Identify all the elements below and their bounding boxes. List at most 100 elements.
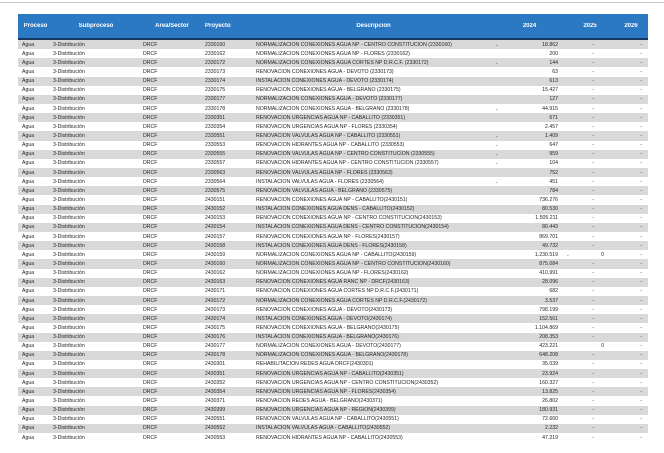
cell-proceso: Agua [22, 279, 35, 286]
cell-subproceso: 3-Distribución [53, 297, 85, 304]
cell-descripcion: NORMALIZACION CONEXIONES AGUA NP - CABAL… [256, 251, 417, 258]
cell-area-sector: DRCF [143, 361, 158, 368]
cell-descripcion: NORMALIZACION CONEXIONES AGUA - BELGRANO… [256, 352, 408, 359]
cell-proyecto: 2430351 [205, 370, 226, 377]
table-row: Agua 3-Distribución DRCF 2330173 RENOVAC… [18, 67, 648, 77]
cell-descripcion: INSTALACION CONEXIONES AGUA - DEVOTO(243… [256, 315, 392, 322]
cell-2026-value: - [640, 59, 642, 66]
cell-descripcion: RENOVACION VALVULAS AGUA NP - CABALLITO … [256, 132, 401, 139]
cell-2024-value: - 647 [493, 142, 566, 148]
projects-budget-table: Proceso Subproceso Área/Sector Proyecto … [18, 14, 648, 443]
cell-2024-value: - 1.409 [493, 133, 566, 139]
cell-2024-value: - 144 [493, 60, 566, 66]
table-row: Agua 3-Distribución DRCF 2430178 NORMALI… [18, 350, 648, 360]
cell-subproceso: 3-Distribución [53, 50, 85, 57]
table-row: Agua 3-Distribución DRCF 2330175 RENOVAC… [18, 85, 648, 95]
cell-descripcion: NORMALIZACION CONEXIONES AGUA CORTES NP … [256, 297, 428, 304]
cell-proceso: Agua [22, 114, 35, 121]
cell-2024-value: - 104 [493, 160, 566, 166]
cell-proceso: Agua [22, 407, 35, 414]
cell-2024-value: 180.931 [539, 407, 558, 414]
cell-descripcion: RENOVACION REDES AGUA - BELGRANO(2430371… [256, 398, 383, 405]
cell-2026-value: - [640, 352, 642, 359]
cell-2025-value: - [592, 224, 594, 231]
cell-2024-value: 671 [549, 114, 558, 121]
cell-2026-value: - [640, 434, 642, 441]
cell-2025-value: - [592, 306, 594, 313]
cell-proceso: Agua [22, 324, 35, 331]
cell-area-sector: DRCF [143, 398, 158, 405]
cell-proyecto: 2430352 [205, 379, 226, 386]
cell-2024-value: 875.084 [539, 260, 558, 267]
cell-2026-value: - [640, 388, 642, 395]
cell-2024-value: 80.443 [542, 224, 558, 231]
cell-descripcion: INSTALACION CONEXIONES AGUA - BELGRANO(2… [256, 334, 399, 341]
cell-proceso: Agua [22, 68, 35, 75]
cell-subproceso: 3-Distribución [53, 398, 85, 405]
cell-area-sector: DRCF [143, 434, 158, 441]
cell-2024-value: 23.924 [542, 370, 558, 377]
column-header-subproceso: Subproceso [78, 23, 114, 29]
cell-subproceso: 3-Distribución [53, 407, 85, 414]
cell-subproceso: 3-Distribución [53, 279, 85, 286]
column-header-area-sector: Área/Sector [155, 23, 189, 29]
cell-descripcion: RENOVACION URGENCIAS AGUA NP - CABALLITO… [256, 370, 404, 377]
cell-area-sector: DRCF [143, 224, 158, 231]
cell-proceso: Agua [22, 142, 35, 149]
cell-2024-value: - 18.862 [493, 42, 566, 48]
cell-2025-value: - [592, 260, 594, 267]
cell-2024-value: 72.660 [542, 416, 558, 423]
cell-proceso: Agua [22, 361, 35, 368]
cell-descripcion: RENOVACION CONEXIONES AGUA - DEVOTO(2430… [256, 306, 393, 313]
cell-proyecto: 2430178 [205, 352, 226, 359]
cell-2025-value: - [592, 50, 594, 57]
cell-proceso: Agua [22, 343, 35, 350]
cell-subproceso: 3-Distribución [53, 388, 85, 395]
cell-2026-value: - [640, 68, 642, 75]
negative-sign-2024: - [496, 42, 498, 48]
cell-2026-value: - [640, 416, 642, 423]
cell-2026-value: - [640, 279, 642, 286]
column-header-2024: 2024 [522, 23, 537, 29]
cell-2025-value: - [592, 334, 594, 341]
cell-2025-value: - [592, 78, 594, 85]
cell-2025-value: - [592, 315, 594, 322]
cell-2026-value: - [640, 343, 642, 350]
cell-2026-value: - [640, 41, 642, 48]
cell-proceso: Agua [22, 224, 35, 231]
cell-2026-value: - [640, 132, 642, 139]
cell-2024-value: 160.327 [539, 379, 558, 386]
cell-2025-value: - [592, 398, 594, 405]
cell-2026-value: - [640, 379, 642, 386]
cell-proyecto: 2430551 [205, 416, 226, 423]
cell-subproceso: 3-Distribución [53, 315, 85, 322]
cell-area-sector: DRCF [143, 242, 158, 249]
cell-2026-value: - [640, 334, 642, 341]
cell-2024-value: 49.732 [542, 242, 558, 249]
cell-subproceso: 3-Distribución [53, 260, 85, 267]
column-header-proceso: Proceso [23, 23, 48, 29]
cell-2024-value: 28.096 [542, 279, 558, 286]
cell-descripcion: INSTALACION CONEXIONES AGUA - DEVOTO (23… [256, 78, 394, 85]
cell-descripcion: NORMALIZACION CONEXIONES AGUA NP - FLORE… [256, 50, 410, 57]
cell-subproceso: 3-Distribución [53, 142, 85, 149]
cell-area-sector: DRCF [143, 279, 158, 286]
cell-proyecto: 2330178 [205, 105, 226, 112]
cell-2024-value: 152.561 [539, 315, 558, 322]
cell-proyecto: 2330555 [205, 151, 226, 158]
cell-2025-value: - [592, 215, 594, 222]
cell-descripcion: INSTALACION VALVULAS AGUA - CABALLITO(24… [256, 425, 390, 432]
cell-subproceso: 3-Distribución [53, 105, 85, 112]
table-row: Agua 3-Distribución DRCF 2430553 RENOVAC… [18, 433, 648, 443]
cell-2024-value: 26.802 [542, 398, 558, 405]
cell-descripcion: RENOVACION URGENCIAS AGUA NP - FLORES (2… [256, 123, 398, 130]
table-row: Agua 3-Distribución DRCF 2430154 INSTALA… [18, 222, 648, 232]
cell-2026-value: - [640, 160, 642, 167]
cell-area-sector: DRCF [143, 68, 158, 75]
cell-2025-value: - [592, 370, 594, 377]
table-row: Agua 3-Distribución DRCF 2330177 NORMALI… [18, 94, 648, 104]
cell-2026-value: - [640, 78, 642, 85]
cell-subproceso: 3-Distribución [53, 242, 85, 249]
cell-2025-value: - [592, 352, 594, 359]
cell-area-sector: DRCF [143, 270, 158, 277]
